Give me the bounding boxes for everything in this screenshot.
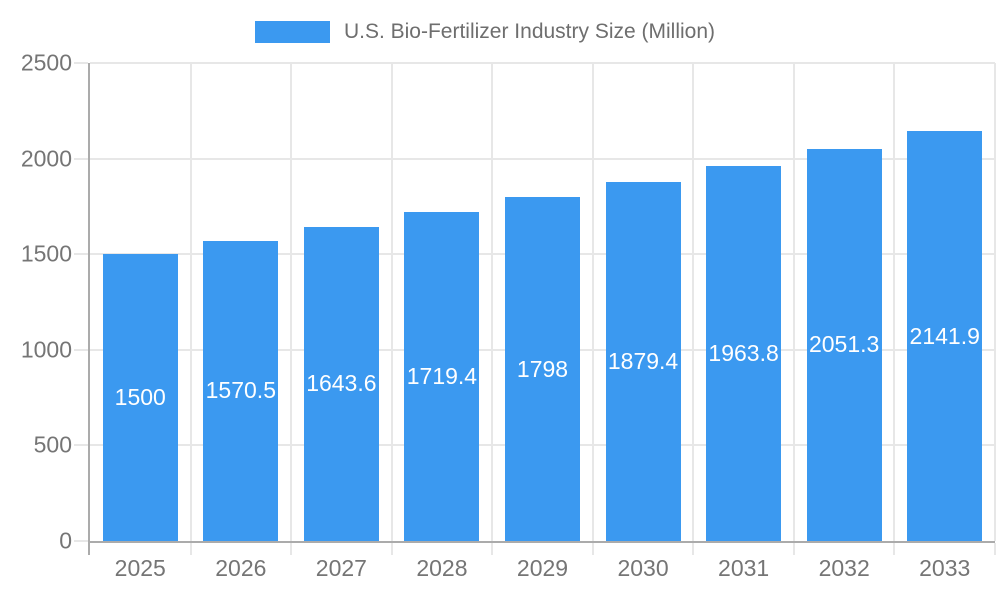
bar-value-label: 1963.8 (708, 339, 779, 366)
x-axis-tick (893, 543, 896, 555)
y-axis-label: 2500 (20, 49, 72, 76)
gridline-x (390, 63, 393, 541)
x-axis-tick (189, 543, 192, 555)
bar: 2051.3 (806, 148, 882, 541)
y-axis-tick (74, 540, 88, 542)
bar-value-label: 1500 (114, 384, 166, 411)
x-axis-label: 2025 (114, 555, 166, 581)
gridline-x (290, 63, 293, 541)
bar: 1643.6 (303, 226, 379, 541)
x-axis-tick (290, 543, 293, 555)
bar-value-label: 1879.4 (607, 347, 679, 374)
x-axis-label: 2031 (718, 555, 770, 581)
y-axis-label: 0 (59, 527, 72, 554)
legend[interactable]: U.S. Bio-Fertilizer Industry Size (Milli… (0, 20, 970, 44)
bar-value-label: 1570.5 (205, 377, 276, 404)
bar-value-label: 1798 (516, 355, 569, 382)
gridline-y (90, 62, 995, 64)
x-axis-tick (591, 543, 594, 555)
gridline-y (90, 157, 995, 160)
bar: 2141.9 (907, 131, 983, 541)
y-axis-tick (74, 157, 88, 160)
gridline-x (994, 63, 996, 541)
x-axis-label: 2028 (416, 555, 468, 581)
y-axis-label: 2000 (20, 145, 72, 172)
x-axis-tick (491, 543, 494, 555)
x-axis-tick (692, 543, 695, 555)
y-axis-tick (74, 253, 88, 256)
bar-value-label: 1719.4 (406, 363, 478, 390)
y-axis-tick (74, 444, 88, 447)
y-axis-label: 1000 (20, 336, 72, 363)
y-axis-tick (74, 62, 88, 64)
bar: 1500 (102, 254, 178, 541)
legend-swatch[interactable] (254, 21, 330, 43)
bar: 1963.8 (706, 165, 782, 541)
bar-value-label: 2051.3 (808, 331, 880, 358)
x-axis-tick (994, 543, 996, 555)
x-axis-label: 2026 (215, 555, 267, 581)
x-axis-label: 2029 (516, 555, 569, 581)
bar: 1798 (505, 197, 580, 541)
gridline-x (591, 63, 594, 541)
bar: 1879.4 (605, 181, 681, 541)
legend-label[interactable]: U.S. Bio-Fertilizer Industry Size (Milli… (343, 20, 716, 43)
plot-area: 0 500 1000 1500 2000 2500 1500 2025 1570.5 2026 16… (21, 50, 996, 581)
bar: 1570.5 (203, 240, 279, 541)
gridline-x (792, 63, 795, 541)
gridline-x (491, 63, 494, 541)
x-axis-label: 2032 (818, 555, 870, 581)
x-axis-label: 2027 (315, 555, 367, 581)
x-axis-tick (390, 543, 393, 555)
x-axis-tick (792, 543, 795, 555)
x-axis-label: 2033 (919, 555, 971, 581)
gridline-x (893, 63, 896, 541)
y-axis-tick (74, 348, 88, 351)
y-axis-extension (88, 543, 90, 555)
gridline-x (189, 63, 192, 541)
bar: 1719.4 (404, 212, 480, 541)
x-axis-label: 2030 (617, 555, 669, 581)
y-axis-label: 500 (33, 431, 72, 458)
bar-value-label: 2141.9 (909, 322, 980, 349)
y-axis-label: 1500 (20, 240, 72, 267)
gridline-x (692, 63, 695, 541)
bar-value-label: 1643.6 (306, 370, 377, 397)
